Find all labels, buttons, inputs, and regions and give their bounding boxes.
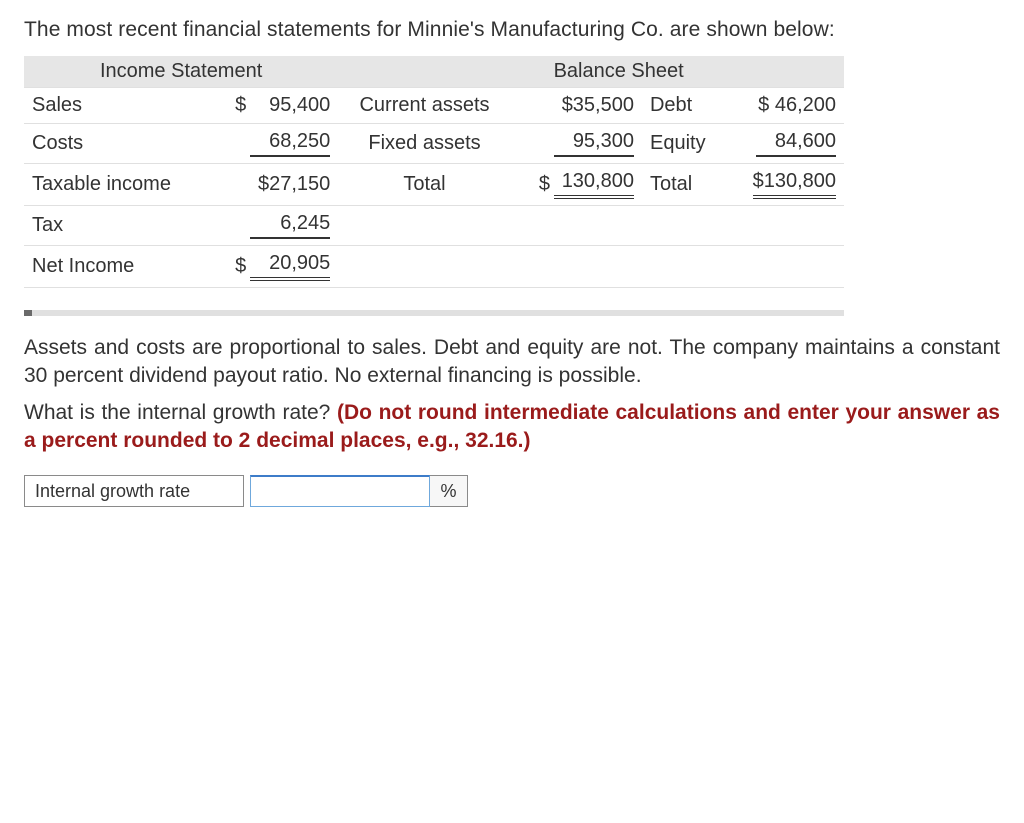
taxable-income-value: $27,150 xyxy=(207,164,338,206)
fixed-assets-value: 95,300 xyxy=(511,124,642,164)
tax-label: Tax xyxy=(24,206,207,246)
financial-statements-table: Income Statement Balance Sheet Sales $95… xyxy=(24,56,844,288)
net-income-value: $20,905 xyxy=(207,246,338,288)
answer-input-wrapper xyxy=(250,475,430,507)
net-income-label: Net Income xyxy=(24,246,207,288)
debt-label: Debt xyxy=(642,88,727,124)
answer-unit: % xyxy=(430,475,468,507)
taxable-income-label: Taxable income xyxy=(24,164,207,206)
answer-label: Internal growth rate xyxy=(24,475,244,507)
balance-sheet-header: Balance Sheet xyxy=(511,56,727,88)
income-statement-header: Income Statement xyxy=(24,56,338,88)
current-assets-value: $35,500 xyxy=(511,88,642,124)
sales-label: Sales xyxy=(24,88,207,124)
question-prefix: What is the internal growth rate? xyxy=(24,401,337,424)
sales-value: $95,400 xyxy=(207,88,338,124)
costs-label: Costs xyxy=(24,124,207,164)
total-assets-value: $130,800 xyxy=(511,164,642,206)
costs-value: 68,250 xyxy=(207,124,338,164)
question-text: What is the internal growth rate? (Do no… xyxy=(24,399,1000,456)
current-assets-label: Current assets xyxy=(338,88,511,124)
separator-bar xyxy=(24,310,844,316)
total-le-label: Total xyxy=(642,164,727,206)
answer-row: Internal growth rate % xyxy=(24,475,494,507)
total-le-value: $130,800 xyxy=(727,164,844,206)
equity-value: 84,600 xyxy=(727,124,844,164)
equity-label: Equity xyxy=(642,124,727,164)
fixed-assets-label: Fixed assets xyxy=(338,124,511,164)
paragraph-1: Assets and costs are proportional to sal… xyxy=(24,334,1000,391)
tax-value: 6,245 xyxy=(207,206,338,246)
intro-text: The most recent financial statements for… xyxy=(24,18,1000,42)
debt-value: $ 46,200 xyxy=(727,88,844,124)
internal-growth-rate-input[interactable] xyxy=(251,477,429,506)
total-assets-label: Total xyxy=(338,164,511,206)
